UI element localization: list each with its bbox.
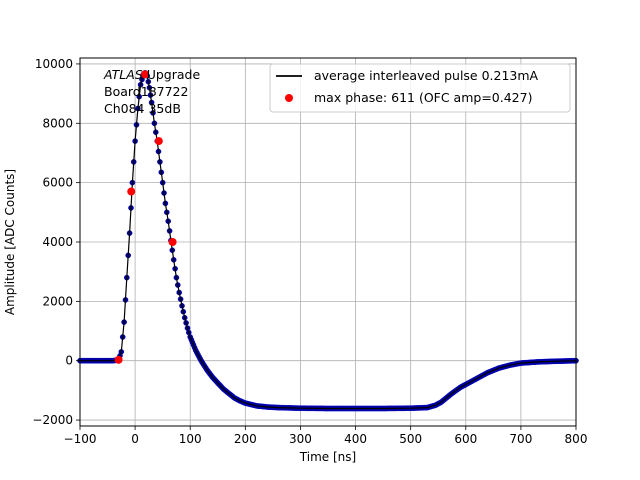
ticks: −100 0 100 200 300 400 500 600 700 800 −2000 0 2000 4… [32, 57, 587, 446]
y-tick-label: −2000 [32, 413, 73, 427]
max-phase-point [154, 137, 163, 146]
x-tick-label: 600 [454, 432, 477, 446]
legend-box [269, 63, 571, 113]
legend: average interleaved pulse 0.213mA max ph… [269, 63, 571, 113]
x-tick-label: 100 [179, 432, 202, 446]
x-tick-label: 500 [399, 432, 422, 446]
annotation-line-2-rest: Board187722 [104, 84, 188, 99]
x-tick-label: −100 [64, 432, 97, 446]
y-tick-label: 2000 [42, 294, 73, 308]
x-tick-label: 700 [509, 432, 532, 446]
annotation-line-3: Ch084 35dB [104, 101, 181, 116]
x-tick-label: 0 [131, 432, 139, 446]
x-tick-label: 800 [565, 432, 588, 446]
x-tick-label: 400 [344, 432, 367, 446]
annotation-line-3-rest: Ch084 35dB [104, 101, 181, 116]
annotation-line-1: ATLAS Upgrade [103, 67, 200, 82]
x-tick-label: 300 [289, 432, 312, 446]
series-layer [77, 70, 579, 412]
legend-entry-max-phase: max phase: 611 (OFC amp=0.427) [314, 90, 532, 105]
pulse-line [80, 71, 577, 410]
max-phase-point [127, 187, 136, 196]
annotation-line-1-italic: ATLAS [103, 67, 143, 82]
annotation-line-2: Board187722 [104, 84, 188, 99]
atlas-annotation: ATLAS Upgrade Board187722 Ch084 35dB [103, 67, 200, 116]
x-tick-label: 200 [234, 432, 257, 446]
max-phase-point [141, 70, 150, 79]
annotation-line-1-rest: Upgrade [143, 67, 201, 82]
y-tick-label: 0 [65, 354, 73, 368]
legend-entry-pulse: average interleaved pulse 0.213mA [314, 68, 539, 83]
y-tick-label: 8000 [42, 116, 73, 130]
y-tick-label: 4000 [42, 235, 73, 249]
max-phase-point [114, 355, 123, 364]
y-tick-label: 10000 [35, 57, 73, 71]
legend-marker-swatch [285, 94, 293, 102]
y-axis-label: Amplitude [ADC Counts] [3, 169, 17, 315]
max-phase-point [168, 238, 177, 246]
y-tick-label: 6000 [42, 176, 73, 190]
x-axis-label: Time [ns] [299, 450, 356, 464]
